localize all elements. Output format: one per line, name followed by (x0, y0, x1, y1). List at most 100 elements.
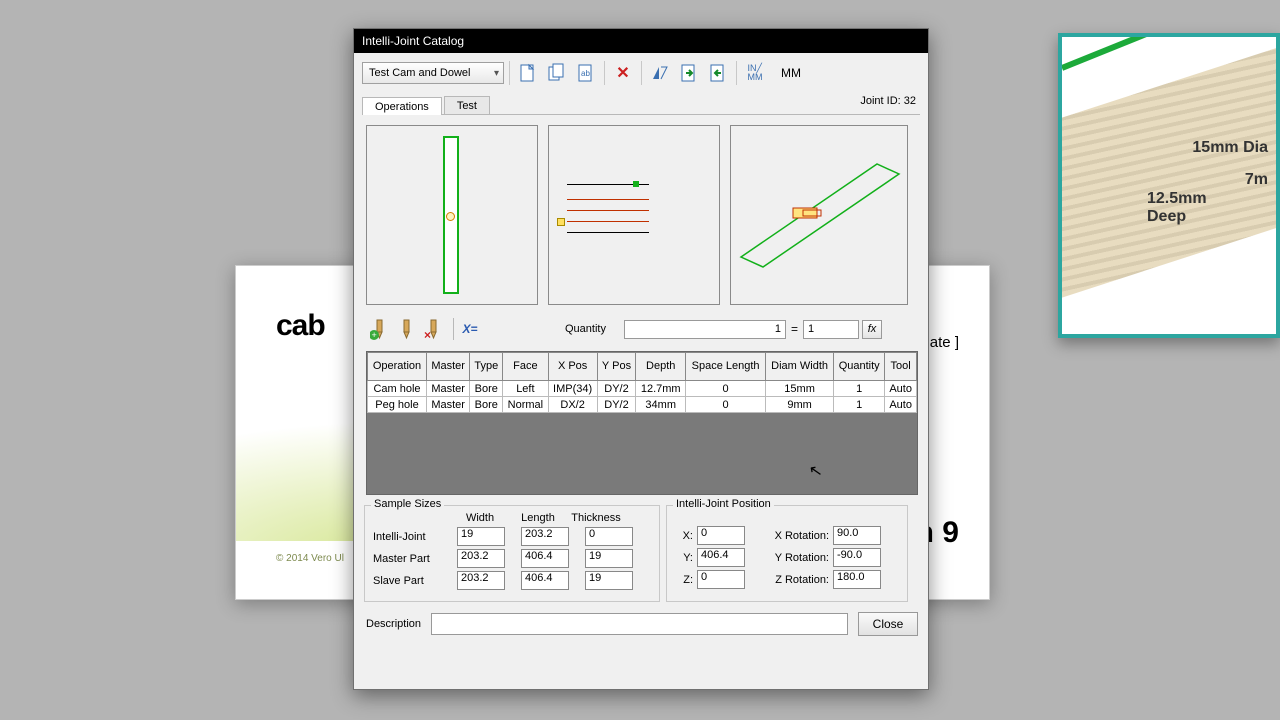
grid-cell[interactable]: Bore (470, 397, 503, 413)
grid-cell[interactable]: Bore (470, 381, 503, 397)
preview-panel-3[interactable] (730, 125, 908, 305)
new-icon[interactable] (515, 60, 541, 86)
grid-cell[interactable]: 0 (686, 397, 766, 413)
grid-header[interactable]: Space Length (686, 353, 766, 381)
grid-header[interactable]: Quantity (834, 353, 885, 381)
fx-button[interactable]: fx (862, 320, 882, 339)
delete-operation-icon[interactable]: × (422, 317, 446, 341)
grid-cell[interactable]: 0 (686, 381, 766, 397)
y-rotation-input[interactable]: -90.0 (833, 548, 881, 567)
equals-sign: = (791, 322, 798, 336)
table-row[interactable]: Cam holeMasterBoreLeftIMP(34)DY/212.7mm0… (368, 381, 917, 397)
operations-grid[interactable]: OperationMasterTypeFaceX PosY PosDepthSp… (366, 351, 918, 495)
position-legend: Intelli-Joint Position (673, 498, 774, 510)
intelli-joint-dialog: Intelli-Joint Catalog Test Cam and Dowel… (353, 28, 929, 690)
grid-cell[interactable]: Auto (885, 397, 917, 413)
grid-cell[interactable]: 12.7mm (636, 381, 686, 397)
x-input[interactable]: 0 (697, 526, 745, 545)
sample-sizes-legend: Sample Sizes (371, 498, 444, 510)
grid-cell[interactable]: Cam hole (368, 381, 427, 397)
mirror-icon[interactable] (647, 60, 673, 86)
grid-cell[interactable]: DX/2 (548, 397, 597, 413)
quantity-label: Quantity (565, 323, 606, 335)
import-icon[interactable] (676, 60, 702, 86)
quantity-expression-input[interactable]: 1 (624, 320, 786, 339)
table-row[interactable]: Peg holeMasterBoreNormalDX/2DY/234mm09mm… (368, 397, 917, 413)
grid-header[interactable]: Tool (885, 353, 917, 381)
grid-header[interactable]: Face (503, 353, 548, 381)
preview-panel-1[interactable] (366, 125, 538, 305)
grid-header[interactable]: Type (470, 353, 503, 381)
dropdown-value: Test Cam and Dowel (369, 67, 471, 79)
grid-header[interactable]: Y Pos (597, 353, 636, 381)
intelli-width-input[interactable]: 19 (457, 527, 505, 546)
z-label: Z: (675, 574, 693, 586)
master-width-input[interactable]: 203.2 (457, 549, 505, 568)
col-width: Width (451, 512, 509, 524)
copyright-text: © 2014 Vero Ul (276, 553, 344, 564)
close-button[interactable]: Close (858, 612, 918, 636)
intelli-thickness-input[interactable]: 0 (585, 527, 633, 546)
master-thickness-input[interactable]: 19 (585, 549, 633, 568)
chevron-down-icon: ▾ (494, 68, 499, 79)
edit-operation-icon[interactable] (395, 317, 419, 341)
grid-cell[interactable]: DY/2 (597, 397, 636, 413)
quantity-value-input[interactable]: 1 (803, 320, 859, 339)
intelli-length-input[interactable]: 203.2 (521, 527, 569, 546)
slave-length-input[interactable]: 406.4 (521, 571, 569, 590)
grid-header[interactable]: Diam Width (766, 353, 834, 381)
description-label: Description (366, 618, 421, 630)
slave-width-input[interactable]: 203.2 (457, 571, 505, 590)
grid-cell[interactable]: 9mm (766, 397, 834, 413)
formula-icon[interactable]: X= (458, 317, 482, 341)
grid-cell[interactable]: 1 (834, 381, 885, 397)
operations-toolbar: + × X= Quantity 1 = 1 fx (354, 311, 928, 347)
svg-text:ab: ab (581, 69, 590, 78)
grid-cell[interactable]: Left (503, 381, 548, 397)
callout-label-depth: 12.5mm Deep (1147, 190, 1207, 226)
app-logo-text: cab (276, 309, 325, 343)
grid-cell[interactable]: IMP(34) (548, 381, 597, 397)
master-length-input[interactable]: 406.4 (521, 549, 569, 568)
grid-cell[interactable]: Peg hole (368, 397, 427, 413)
x-rotation-input[interactable]: 90.0 (833, 526, 881, 545)
position-group: Intelli-Joint Position X: 0 X Rotation: … (666, 505, 908, 602)
grid-header[interactable]: Operation (368, 353, 427, 381)
grid-cell[interactable]: 15mm (766, 381, 834, 397)
grid-cell[interactable]: Auto (885, 381, 917, 397)
master-part-label: Master Part (373, 553, 451, 565)
export-icon[interactable] (705, 60, 731, 86)
z-input[interactable]: 0 (697, 570, 745, 589)
x-rotation-label: X Rotation: (765, 530, 829, 542)
y-input[interactable]: 406.4 (697, 548, 745, 567)
grid-cell[interactable]: 1 (834, 397, 885, 413)
z-rotation-label: Z Rotation: (765, 574, 829, 586)
dialog-titlebar: Intelli-Joint Catalog (354, 29, 928, 53)
grid-header[interactable]: Depth (636, 353, 686, 381)
svg-text:+: + (372, 330, 377, 340)
grid-cell[interactable]: Normal (503, 397, 548, 413)
col-thickness: Thickness (567, 512, 625, 524)
grid-header[interactable]: Master (427, 353, 470, 381)
joint-id-label: Joint ID: 32 (860, 95, 916, 107)
units-toggle-button[interactable]: IN╱MM (742, 60, 768, 86)
joint-select-dropdown[interactable]: Test Cam and Dowel ▾ (362, 62, 504, 84)
x-label: X: (675, 530, 693, 542)
preview-panel-2[interactable] (548, 125, 720, 305)
copy-icon[interactable] (544, 60, 570, 86)
slave-thickness-input[interactable]: 19 (585, 571, 633, 590)
callout-label-diameter: 15mm Dia (1192, 139, 1268, 157)
tab-test[interactable]: Test (444, 96, 490, 114)
description-input[interactable] (431, 613, 848, 635)
add-operation-icon[interactable]: + (368, 317, 392, 341)
grid-cell[interactable]: Master (427, 381, 470, 397)
rename-icon[interactable]: ab (573, 60, 599, 86)
grid-cell[interactable]: Master (427, 397, 470, 413)
grid-cell[interactable]: 34mm (636, 397, 686, 413)
grid-header[interactable]: X Pos (548, 353, 597, 381)
tab-operations[interactable]: Operations (362, 97, 442, 115)
z-rotation-input[interactable]: 180.0 (833, 570, 881, 589)
delete-icon[interactable]: ✕ (610, 60, 636, 86)
grid-cell[interactable]: DY/2 (597, 381, 636, 397)
main-toolbar: Test Cam and Dowel ▾ ab ✕ IN╱MM MM (354, 53, 928, 89)
